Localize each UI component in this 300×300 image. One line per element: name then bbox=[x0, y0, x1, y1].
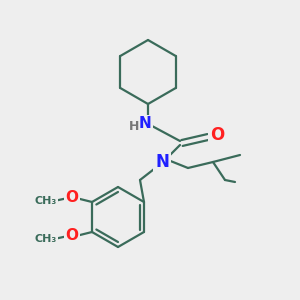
Text: CH₃: CH₃ bbox=[35, 196, 57, 206]
Text: O: O bbox=[65, 227, 79, 242]
Text: N: N bbox=[155, 153, 169, 171]
Text: O: O bbox=[65, 190, 79, 205]
Text: H: H bbox=[129, 119, 139, 133]
Text: CH₃: CH₃ bbox=[35, 234, 57, 244]
Text: N: N bbox=[139, 116, 152, 131]
Text: O: O bbox=[210, 126, 224, 144]
